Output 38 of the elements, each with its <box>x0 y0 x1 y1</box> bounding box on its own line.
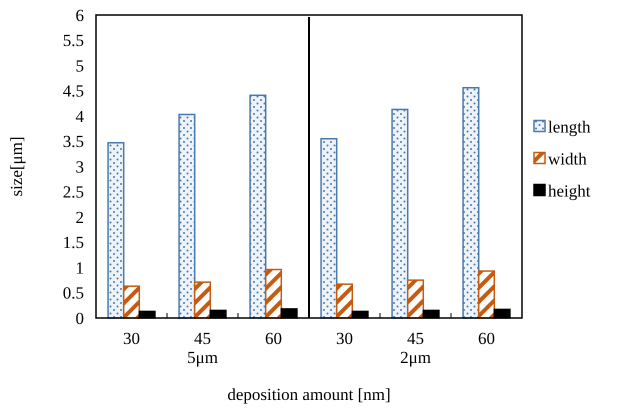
y-tick-label: 0.5 <box>62 284 84 303</box>
x-tick-label: 45 <box>407 329 424 348</box>
bar <box>320 138 338 319</box>
y-tick-label: 2.5 <box>62 182 84 202</box>
bar <box>406 279 424 319</box>
bar <box>478 270 496 319</box>
legend-label: width <box>548 149 588 168</box>
y-tick-label: 1.5 <box>62 233 84 252</box>
y-tick-label: 0 <box>76 308 84 328</box>
text: 2μm <box>400 348 431 367</box>
y-tick-label: 6 <box>76 6 84 25</box>
bar <box>336 283 354 319</box>
legend-label: length <box>548 117 591 136</box>
y-axis-title: size[μm] <box>7 136 26 197</box>
x-axis-title: deposition amount [nm] <box>227 385 391 404</box>
legend-label: height <box>548 181 591 200</box>
bar <box>107 142 124 319</box>
bar <box>194 281 212 319</box>
x-tick-label: 60 <box>265 329 282 348</box>
y-tick-label: 5.5 <box>62 31 84 50</box>
x-tick-label: 30 <box>336 329 353 348</box>
bar <box>391 108 408 319</box>
bar <box>249 94 266 319</box>
bar <box>264 268 282 319</box>
y-tick-label: 4.5 <box>62 82 84 101</box>
y-tick-label: 4 <box>76 106 84 126</box>
bar <box>462 86 480 319</box>
y-tick-label: 3.5 <box>62 132 84 152</box>
x-tick-label: 60 <box>478 329 495 348</box>
y-tick-label: 2 <box>76 208 84 227</box>
y-tick-label: 3 <box>76 157 84 176</box>
bar <box>178 114 196 319</box>
bar <box>122 285 140 319</box>
y-tick-label: 1 <box>76 258 84 278</box>
x-tick-label: 30 <box>123 329 140 348</box>
y-tick-label: 5 <box>76 56 84 76</box>
x-tick-label: 45 <box>194 329 211 348</box>
text: 5μm <box>187 348 218 367</box>
